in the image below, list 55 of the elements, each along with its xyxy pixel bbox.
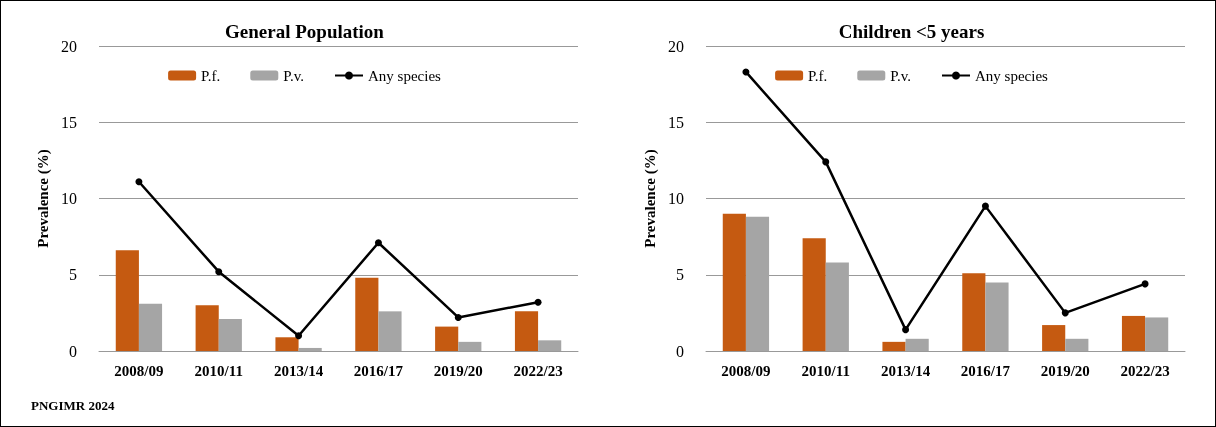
bar xyxy=(1042,325,1066,351)
bar xyxy=(802,238,826,351)
x-tick-label: 2008/09 xyxy=(114,362,164,379)
bar xyxy=(115,250,139,351)
legend-label: Any species xyxy=(974,67,1049,84)
y-axis-title: Prevalence (%) xyxy=(641,149,659,248)
text: PNGIMR 2024 xyxy=(31,398,115,413)
point xyxy=(534,298,542,306)
x-tick-label: 2010/11 xyxy=(801,362,850,379)
bar xyxy=(195,305,219,351)
x-tick-label: 2019/20 xyxy=(1040,362,1090,379)
x-tick-label: 2016/17 xyxy=(353,362,404,379)
y-tick-label: 15 xyxy=(668,113,684,131)
point xyxy=(1061,309,1069,317)
y-tick-label: 15 xyxy=(61,113,77,131)
point xyxy=(295,332,303,340)
bar xyxy=(882,341,906,351)
x-tick-label: 2019/20 xyxy=(433,362,483,379)
legend-label: Any species xyxy=(367,67,442,84)
chart-title: Children <5 years xyxy=(838,21,985,42)
point xyxy=(135,178,143,186)
bar xyxy=(1121,315,1146,351)
point xyxy=(215,268,223,276)
x-tick-label: 2013/14 xyxy=(274,362,324,379)
x-tick-label: 2016/17 xyxy=(960,362,1011,379)
x-tick-label: 2013/14 xyxy=(881,362,931,379)
bar xyxy=(514,311,539,351)
bar xyxy=(722,213,746,351)
y-tick-label: 0 xyxy=(69,342,77,360)
bar xyxy=(962,273,986,351)
y-tick-label: 5 xyxy=(69,266,77,284)
x-tick-label: 2022/23 xyxy=(1120,362,1170,379)
chart-title: General Population xyxy=(225,21,385,42)
bar xyxy=(275,337,299,351)
y-tick-label: 5 xyxy=(676,266,684,284)
x-tick-label: 2010/11 xyxy=(194,362,243,379)
legend-label: P.v. xyxy=(283,67,304,84)
point xyxy=(902,326,910,334)
legend-label: P.v. xyxy=(890,67,911,84)
legend-label: P.f. xyxy=(808,67,828,84)
x-tick-label: 2008/09 xyxy=(721,362,771,379)
bar xyxy=(435,326,459,351)
x-tick-label: 2022/23 xyxy=(513,362,563,379)
point xyxy=(981,202,989,210)
point xyxy=(454,313,462,321)
y-axis-title: Prevalence (%) xyxy=(34,149,52,248)
point xyxy=(374,239,382,247)
legend-label: P.f. xyxy=(201,67,221,84)
y-tick-label: 20 xyxy=(668,37,684,55)
point xyxy=(822,158,830,166)
y-tick-label: 20 xyxy=(61,37,77,55)
y-tick-label: 0 xyxy=(676,342,684,360)
y-tick-label: 10 xyxy=(61,190,77,207)
bar xyxy=(355,277,379,351)
y-tick-label: 10 xyxy=(668,190,684,207)
